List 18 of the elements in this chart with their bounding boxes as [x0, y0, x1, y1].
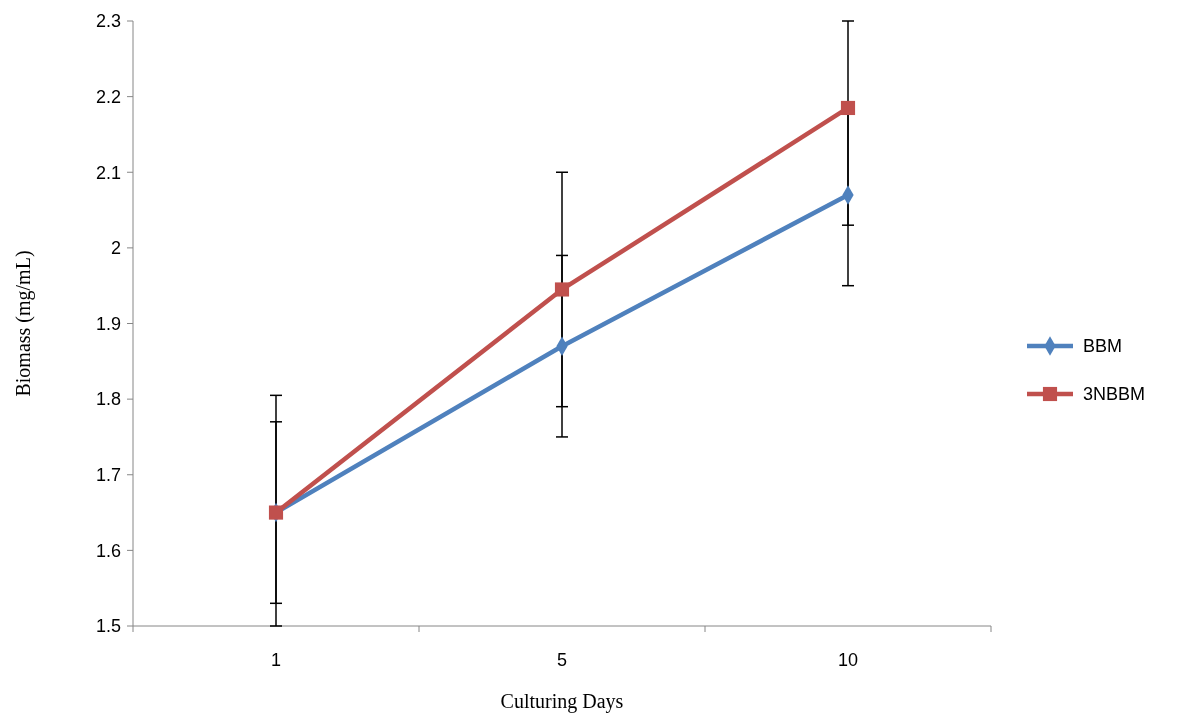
- y-tick-label: 1.8: [95, 389, 121, 410]
- x-tick-label: 1: [270, 650, 282, 670]
- y-tick-label: 2.1: [95, 162, 121, 183]
- x-tick-label: 5: [556, 650, 568, 670]
- y-axis-title: Biomass (mg/mL): [12, 250, 35, 397]
- y-tick-label: 2.3: [95, 11, 121, 32]
- y-tick-label: 2.2: [95, 86, 121, 107]
- y-tick-label: 1.7: [95, 465, 121, 486]
- y-tick-label: 2: [110, 238, 121, 259]
- y-tick-label: 1.9: [95, 313, 121, 334]
- y-tick-label: 1.6: [95, 540, 121, 561]
- x-tick-label: 10: [837, 650, 859, 670]
- legend-label: BBM: [1083, 336, 1123, 357]
- x-axis-title: Culturing Days: [500, 690, 624, 713]
- point: [840, 100, 856, 116]
- point: [554, 282, 570, 297]
- y-tick-label: 1.5: [95, 616, 121, 637]
- legend-label: 3NBBM: [1083, 384, 1146, 405]
